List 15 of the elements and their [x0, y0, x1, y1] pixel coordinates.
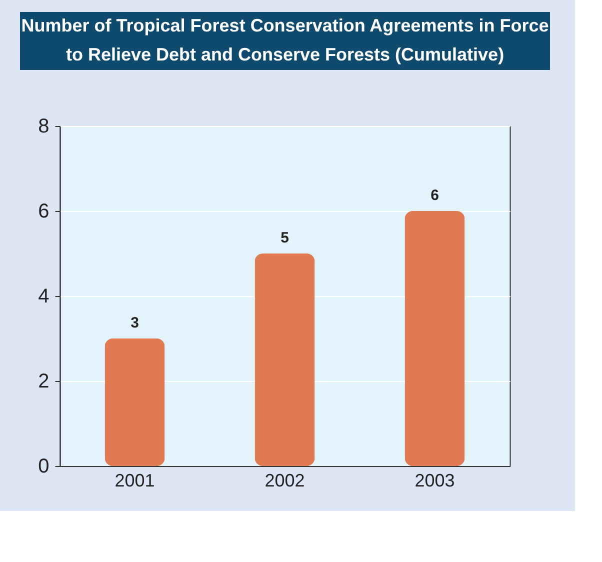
- x-tick-label: 2001: [114, 470, 155, 490]
- y-tick-label: 8: [38, 116, 50, 138]
- y-tick-label: 2: [38, 370, 50, 392]
- x-tick-label: 2003: [414, 470, 455, 490]
- bar: [404, 211, 465, 466]
- data-label: 3: [130, 314, 139, 332]
- chart-title: Number of Tropical Forest Conservation Agreements in Force to Relieve Debt and Conserve Forests (Cumulative): [21, 16, 549, 64]
- bar: [254, 254, 315, 466]
- y-tick-label: 0: [38, 456, 50, 478]
- data-label: 5: [280, 230, 289, 246]
- y-tick-label: 4: [38, 286, 50, 308]
- data-label: 6: [430, 187, 439, 204]
- y-tick-label: 6: [38, 200, 50, 222]
- x-tick-label: 2002: [264, 470, 305, 490]
- bar: [104, 338, 165, 466]
